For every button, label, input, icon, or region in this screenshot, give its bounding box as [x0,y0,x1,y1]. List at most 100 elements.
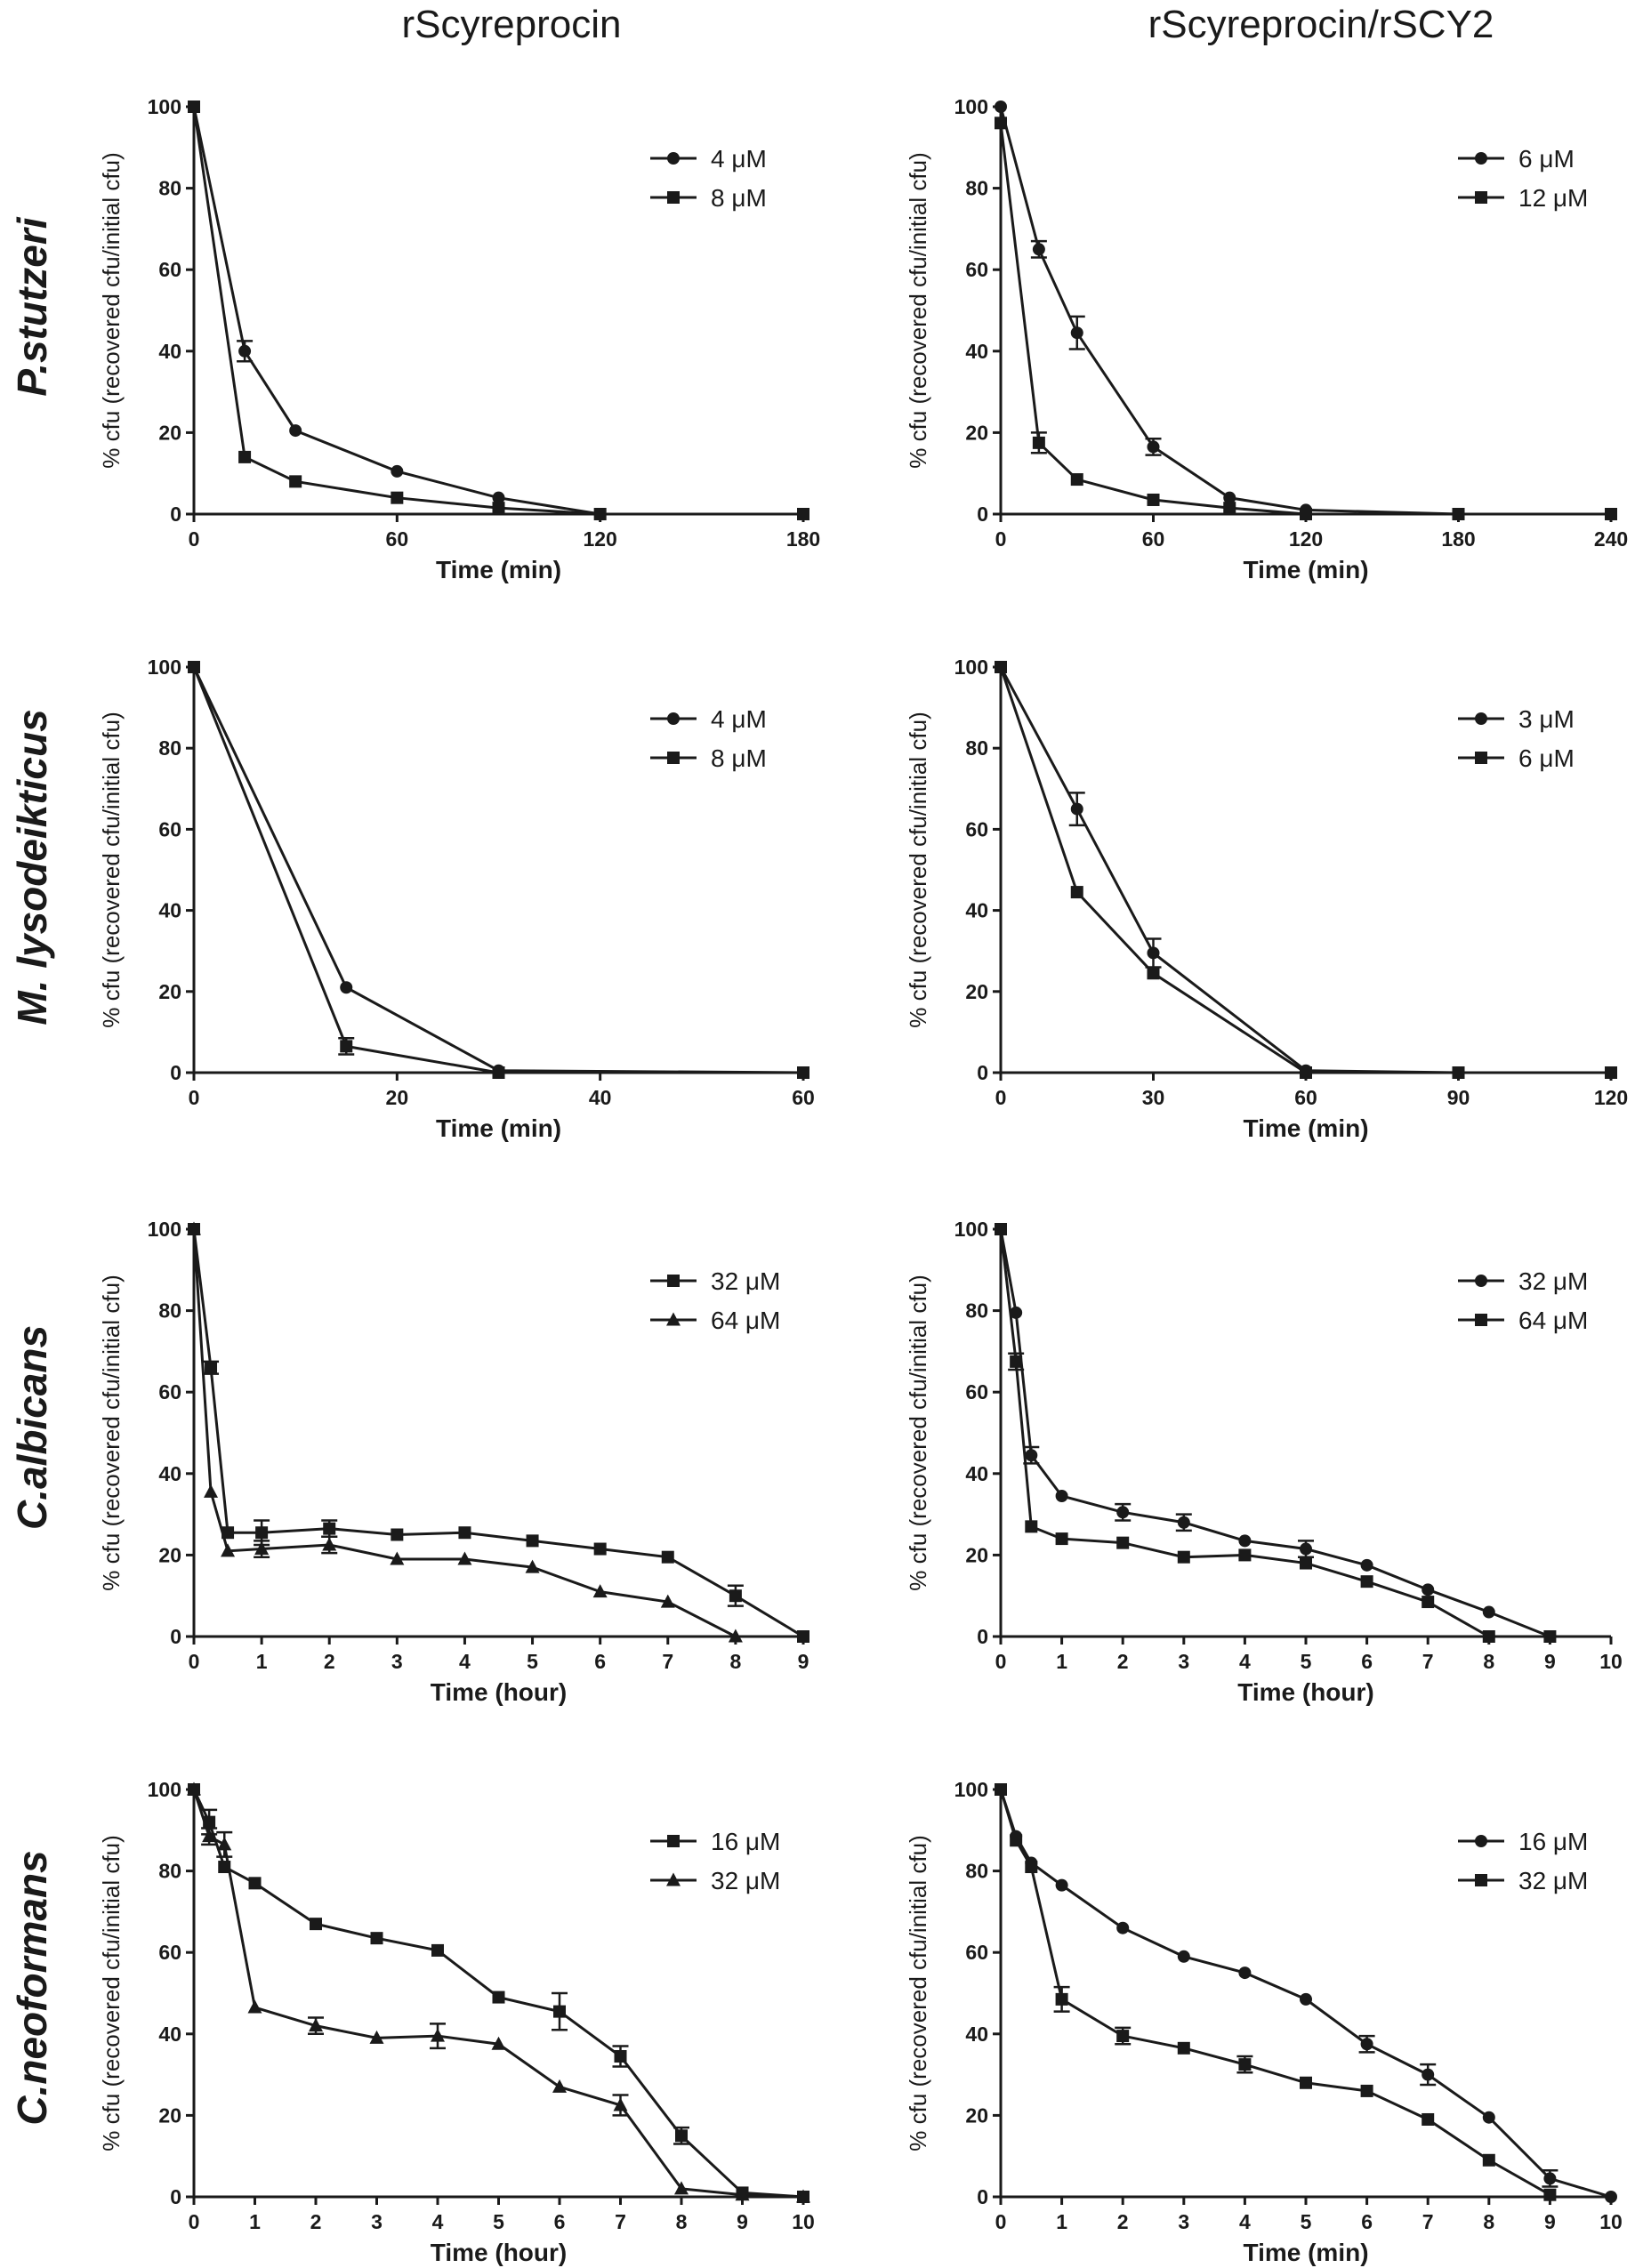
data-point [370,1932,383,1945]
legend-marker [1475,152,1487,165]
chart-panel-8: 0 20 40 60 80 100 0 1 2 3 4 5 6 7 8 9 10 Time (min) % cfu … [905,1778,1623,2266]
legend-marker [1475,1874,1487,1886]
y-tick-label: 40 [158,2023,181,2046]
data-point [391,1528,404,1541]
data-point [1605,508,1617,520]
legend-entry: 16 μM [650,1828,780,1855]
data-point [1116,2030,1130,2043]
data-point [1070,473,1083,487]
legend-entry: 6 μM [1458,744,1575,772]
data-point [340,981,353,994]
data-point [1116,1921,1130,1934]
data-point [1055,1532,1068,1546]
y-tick-label: 100 [954,1778,988,1801]
data-point [492,1991,505,2004]
legend-marker [667,1835,680,1847]
data-point [728,1629,743,1643]
x-tick-label: 6 [1361,2210,1373,2233]
x-tick-label: 3 [391,1650,403,1673]
data-point [1032,243,1045,256]
x-tick-label: 10 [792,2210,815,2233]
data-point [1147,440,1160,454]
y-axis-label: % cfu (recovered cfu/initial cfu) [905,152,931,468]
legend-entry: 64 μM [650,1307,780,1334]
data-point [1543,1630,1557,1643]
data-point [1147,967,1160,980]
data-point [202,1829,217,1843]
data-point [1452,1066,1465,1079]
data-point [310,1918,322,1931]
x-axis-label: Time (hour) [1237,1678,1373,1706]
x-tick-label: 0 [995,1650,1007,1673]
data-point [1543,2188,1557,2201]
data-point [1238,1548,1252,1562]
y-tick-label: 40 [965,899,988,922]
y-tick-label: 0 [170,2185,181,2208]
x-tick-label: 3 [1178,2210,1189,2233]
series-1 [188,1783,809,2203]
data-point [796,2189,810,2203]
data-point [1010,1355,1023,1368]
x-tick-label: 120 [583,527,616,551]
y-tick-label: 80 [158,1299,181,1323]
legend-entry: 3 μM [1458,705,1575,733]
column-title-right: rScyreprocin/rSCY2 [1148,3,1494,46]
x-tick-label: 4 [432,2210,444,2233]
data-point [1482,2153,1495,2167]
x-tick-label: 1 [1056,1650,1067,1673]
y-tick-label: 100 [148,1218,181,1241]
x-tick-label: 7 [1422,1650,1434,1673]
legend-label: 32 μM [711,1867,780,1894]
series-line [192,1228,737,1638]
x-tick-label: 9 [1544,2210,1556,2233]
y-tick-label: 20 [158,421,181,444]
data-point [1025,1449,1038,1462]
y-tick-label: 40 [158,1462,181,1485]
legend-label: 16 μM [711,1828,780,1855]
series-2 [995,661,1617,1079]
data-point [553,2005,566,2018]
y-tick-label: 20 [158,1543,181,1566]
x-axis-label: Time (min) [1243,1114,1368,1142]
y-tick-label: 80 [965,177,988,200]
legend-label: 6 μM [1518,744,1575,772]
data-point [340,1040,353,1053]
data-point [391,464,404,478]
y-tick-label: 60 [158,817,181,840]
data-point [238,450,252,463]
x-tick-label: 9 [737,2210,748,2233]
data-point [1360,2038,1373,2051]
legend-entry: 32 μM [650,1267,780,1295]
x-tick-label: 9 [798,1650,809,1673]
y-tick-label: 60 [965,817,988,840]
legend-entry: 64 μM [1458,1307,1588,1334]
legend-entry: 8 μM [650,744,767,772]
data-point [729,1589,742,1603]
y-tick-label: 100 [148,1778,181,1801]
data-point [1238,1534,1252,1548]
data-point [238,344,252,358]
y-axis-label: % cfu (recovered cfu/initial cfu) [905,712,931,1027]
x-tick-label: 0 [995,1086,1007,1109]
y-tick-label: 60 [158,1941,181,1964]
x-axis-label: Time (min) [436,556,561,583]
x-tick-label: 0 [189,527,200,551]
data-point [675,2129,688,2143]
x-tick-label: 5 [1301,2210,1312,2233]
data-point [247,1999,262,2014]
y-tick-label: 40 [965,1462,988,1485]
x-tick-label: 5 [527,1650,538,1673]
legend-marker [1475,191,1487,204]
x-tick-label: 1 [256,1650,268,1673]
row-title-c-neoformans: C.neoformans [9,1850,55,2125]
legend-marker [667,712,680,725]
x-tick-label: 40 [589,1086,612,1109]
data-point [323,1522,336,1535]
data-point [1543,2172,1557,2185]
legend-label: 8 μM [711,184,767,212]
row-title-m-lysodeikticus: M. lysodeikticus [9,709,55,1025]
x-tick-label: 2 [310,2210,322,2233]
chart-panel-1: 0 20 40 60 80 100 0 60 120 180 Time (min) % cfu (re… [98,95,820,583]
legend-entry: 4 μM [650,145,767,173]
